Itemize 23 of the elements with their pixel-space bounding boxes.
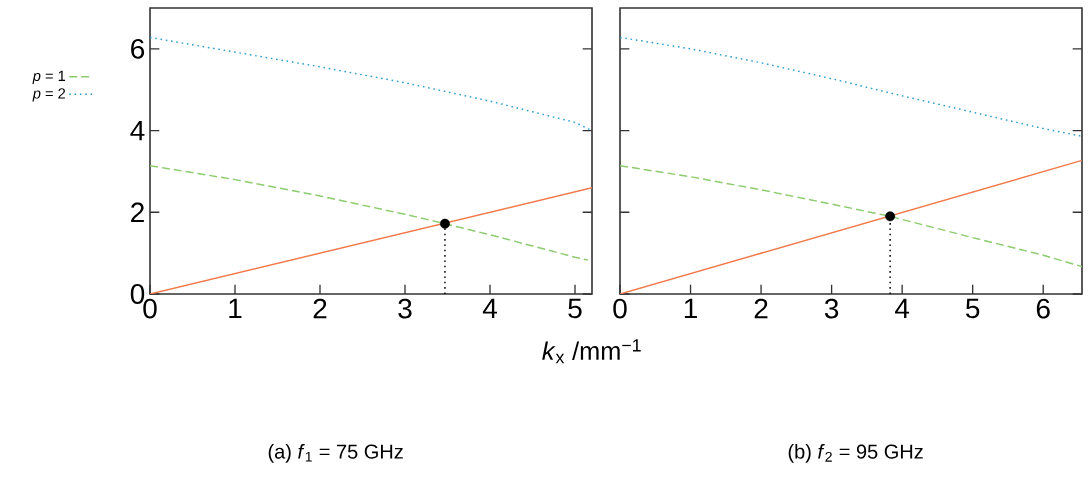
x-tick-label: 1 <box>229 298 242 318</box>
y-tick-label: 2 <box>131 202 144 223</box>
x-tick-label: 0 <box>613 298 627 319</box>
x-tick-label: 4 <box>895 298 910 318</box>
x-tick-label: 2 <box>754 298 768 319</box>
text: (a) f$_{1}$ = 75 GHz <box>268 444 403 463</box>
x-tick-label: 2 <box>313 298 327 319</box>
y-tick-label: 6 <box>131 38 145 59</box>
x-tick-label: 3 <box>398 298 412 319</box>
text: (b) f$_{2}$ = 95 GHz <box>788 444 923 463</box>
y-tick-label: 0 <box>130 284 145 304</box>
x-tick-label: 5 <box>966 298 980 319</box>
line-series <box>150 36 592 132</box>
x-axis-title: k$_{x}$ /mm$^{−1}$ <box>542 339 641 364</box>
line-series <box>150 164 589 261</box>
legend-label: p = 2 <box>32 88 66 102</box>
legend-label: p = 1 <box>32 70 66 84</box>
x-tick-label: 6 <box>1036 298 1050 319</box>
x-tick-label: 4 <box>482 298 497 318</box>
x-tick-label: 1 <box>684 298 697 318</box>
x-tick-label: 3 <box>824 298 839 319</box>
x-tick-label: 5 <box>568 298 582 319</box>
y-tick-label: 4 <box>130 120 145 141</box>
